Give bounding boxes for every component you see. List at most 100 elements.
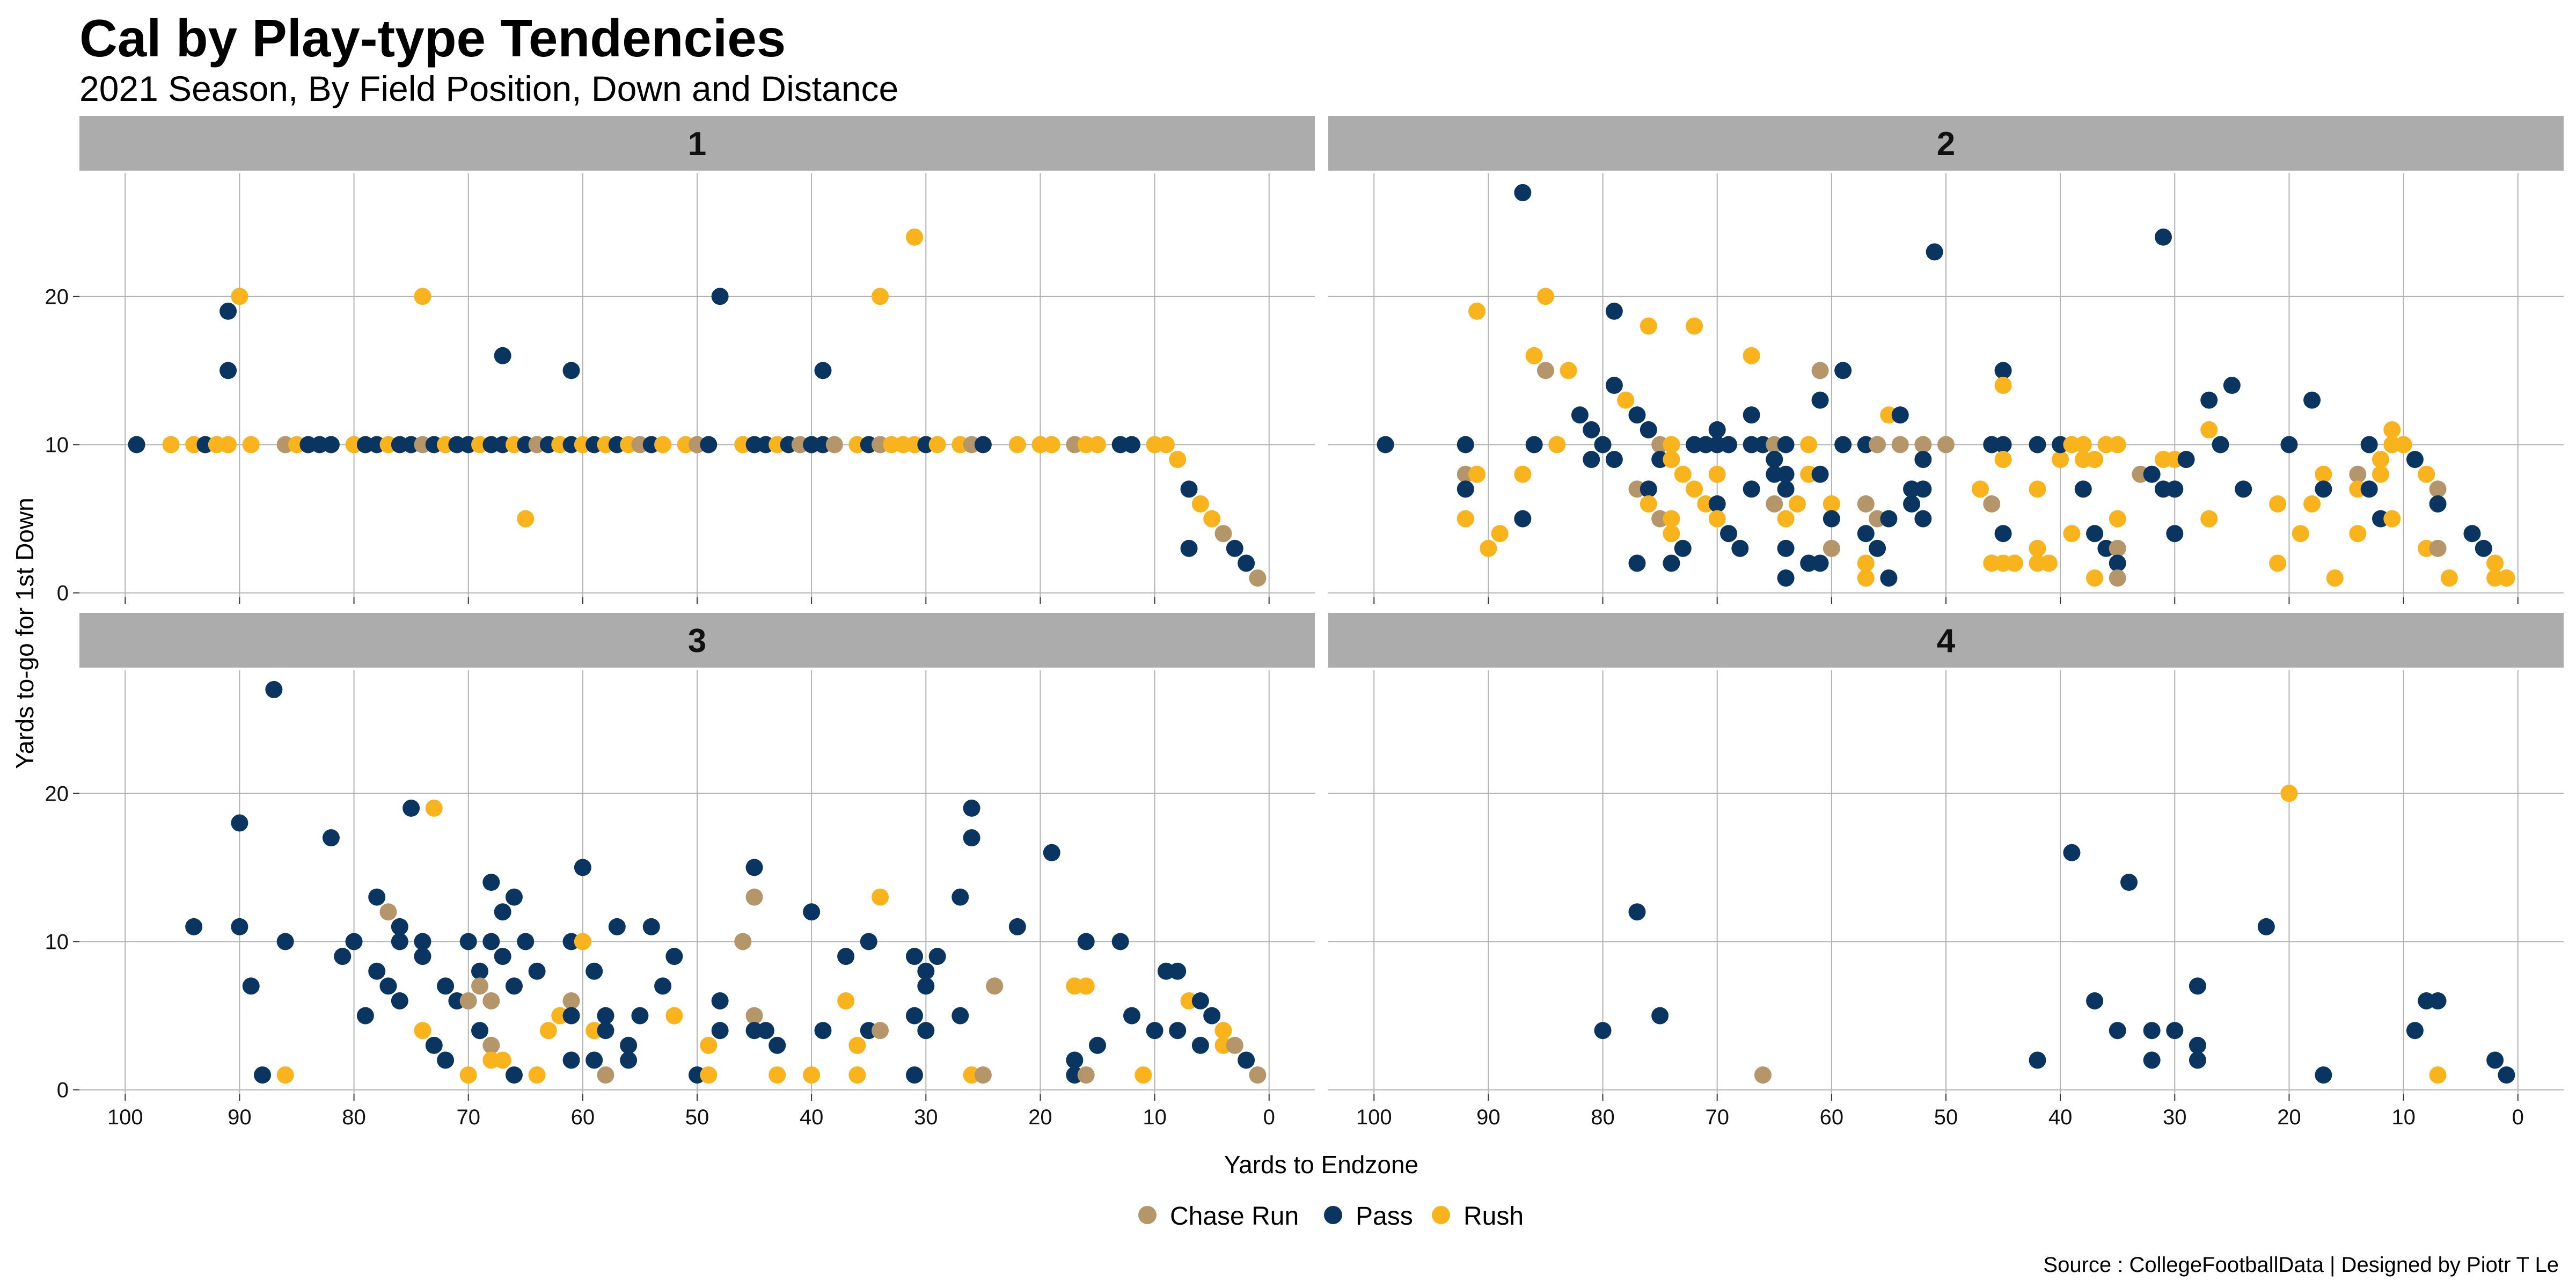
data-point (665, 948, 683, 965)
data-point (1663, 525, 1680, 543)
data-point (1249, 1066, 1267, 1084)
data-point (974, 1066, 992, 1084)
data-point (2006, 554, 2023, 572)
data-point (471, 962, 489, 980)
y-axis-title: Yards to-go for 1st Down (11, 497, 39, 769)
data-point (2383, 421, 2401, 438)
data-point (482, 933, 500, 950)
data-point (562, 362, 580, 379)
data-point (1937, 436, 1955, 453)
data-point (700, 1066, 718, 1084)
data-point (379, 903, 397, 921)
data-point (1857, 495, 1875, 513)
data-point (231, 288, 248, 305)
x-tick-label: 90 (1476, 1106, 1501, 1129)
data-point (872, 288, 889, 305)
data-point (803, 1066, 821, 1084)
data-point (2463, 525, 2481, 543)
data-point (1180, 480, 1198, 498)
data-point (494, 948, 511, 965)
data-point (414, 288, 431, 305)
data-point (2063, 525, 2081, 543)
data-point (2189, 1036, 2206, 1054)
data-point (1377, 436, 1394, 453)
data-point (322, 829, 340, 847)
data-point (848, 1036, 866, 1054)
data-point (505, 977, 523, 995)
data-point (471, 1022, 489, 1040)
data-point (1708, 421, 1726, 438)
data-point (1777, 569, 1795, 587)
data-point (1720, 436, 1738, 453)
data-point (437, 977, 455, 995)
data-point (2429, 992, 2447, 1009)
data-point (334, 948, 352, 965)
y-tick-label: 20 (45, 782, 69, 806)
x-axis-title: Yards to Endzone (1224, 1151, 1418, 1179)
data-point (1135, 1066, 1152, 1084)
data-point (482, 874, 500, 891)
data-point (1605, 377, 1623, 394)
data-point (1123, 436, 1140, 453)
data-point (2269, 495, 2287, 513)
data-point (620, 1036, 638, 1054)
legend: Chase Run Pass Rush (1138, 1202, 1524, 1231)
data-point (1238, 1051, 1255, 1069)
data-point (2177, 451, 2195, 469)
data-point (1869, 436, 1886, 453)
data-point (2257, 918, 2275, 935)
data-point (2029, 1051, 2046, 1069)
data-point (482, 1036, 500, 1054)
data-point (2269, 554, 2287, 572)
data-point (1640, 421, 1657, 438)
x-tick-label: 20 (1028, 1106, 1052, 1129)
data-point (1548, 436, 1566, 453)
data-point (2429, 539, 2447, 557)
data-point (872, 888, 889, 906)
data-point (963, 829, 980, 847)
data-point (1089, 1036, 1107, 1054)
data-point (1766, 495, 1783, 513)
data-point (963, 799, 980, 817)
data-point (414, 948, 431, 965)
data-point (2440, 569, 2458, 587)
data-point (1640, 317, 1657, 335)
data-point (952, 888, 969, 906)
data-point (620, 1051, 638, 1069)
data-point (1903, 495, 1921, 513)
data-point (917, 962, 935, 980)
data-point (494, 903, 511, 921)
data-point (471, 977, 489, 995)
data-point (2223, 377, 2241, 394)
data-point (1123, 1007, 1140, 1024)
data-point (1880, 510, 1898, 528)
data-point (414, 1022, 431, 1040)
x-tick-label: 50 (685, 1106, 709, 1129)
data-point (1869, 539, 1886, 557)
data-point (745, 859, 763, 876)
data-point (1651, 1007, 1669, 1024)
data-point (586, 1051, 603, 1069)
data-point (1077, 1066, 1095, 1084)
data-point (2498, 569, 2515, 587)
data-point (356, 1007, 374, 1024)
data-point (2029, 539, 2046, 557)
data-point (1180, 539, 1198, 557)
x-tick-label: 10 (2391, 1106, 2416, 1129)
legend-key-rush (1432, 1206, 1450, 1224)
data-point (391, 992, 408, 1009)
data-point (2074, 480, 2092, 498)
data-point (517, 510, 535, 528)
data-point (952, 1007, 969, 1024)
panel-strip (1328, 116, 2564, 171)
data-point (2109, 569, 2126, 587)
data-point (1891, 436, 1909, 453)
data-point (1823, 495, 1840, 513)
data-point (1146, 1022, 1163, 1040)
data-point (505, 888, 523, 906)
data-point (219, 436, 237, 453)
data-point (2498, 1066, 2515, 1084)
data-point (128, 436, 145, 453)
data-point (459, 1066, 477, 1084)
